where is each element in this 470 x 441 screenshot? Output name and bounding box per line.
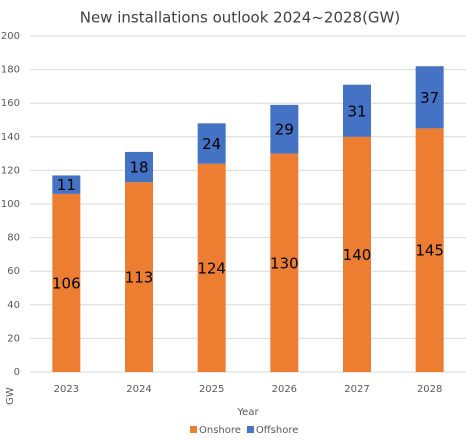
data-label: 24 [202,135,221,153]
x-tick-label: 2027 [344,384,369,395]
data-label: 124 [197,259,226,277]
y-tick-label: 100 [1,199,20,210]
data-label: 37 [420,89,439,107]
legend-label: Offshore [256,425,298,436]
y-tick-label: 120 [1,165,20,176]
x-tick-label: 2025 [199,384,224,395]
legend-swatch [190,426,197,433]
data-label: 130 [270,254,299,272]
bar-segment [125,151,153,183]
y-tick-label: 160 [1,98,20,109]
chart-title: New installations outlook 2024~2028(GW) [80,9,401,27]
bar-segment [270,153,299,372]
y-tick-label: 40 [7,300,20,311]
data-label: 113 [125,269,154,287]
data-label: 140 [343,246,372,264]
y-tick-label: 80 [7,233,20,244]
bar-segment [197,123,226,164]
data-label: 11 [57,176,76,194]
legend-label: Onshore [199,425,241,436]
bar-segment [415,66,444,129]
data-label: 29 [275,121,294,139]
x-tick-label: 2028 [417,384,442,395]
bar-segment [197,163,226,372]
y-tick-label: 60 [7,266,20,277]
bar-segment [343,84,371,137]
y-axis-label: GW [5,387,16,405]
bar-segment [270,104,299,154]
bar-segment [125,182,153,372]
data-label: 31 [347,102,366,120]
y-tick-label: 20 [7,333,20,344]
data-label: 145 [415,242,444,260]
data-label: 106 [52,274,81,292]
x-axis-label: Year [236,407,259,418]
x-tick-label: 2023 [54,384,79,395]
y-tick-label: 180 [1,65,20,76]
y-tick-label: 0 [14,367,20,378]
data-label: 18 [129,159,148,177]
x-tick-label: 2024 [126,384,151,395]
bar-segment [52,193,81,372]
y-tick-label: 200 [1,31,20,42]
x-tick-label: 2026 [272,384,297,395]
y-tick-label: 140 [1,132,20,143]
bar-segment [343,136,371,372]
bar-segment [415,128,444,372]
legend-swatch [246,426,254,433]
bar-segment [52,175,81,194]
